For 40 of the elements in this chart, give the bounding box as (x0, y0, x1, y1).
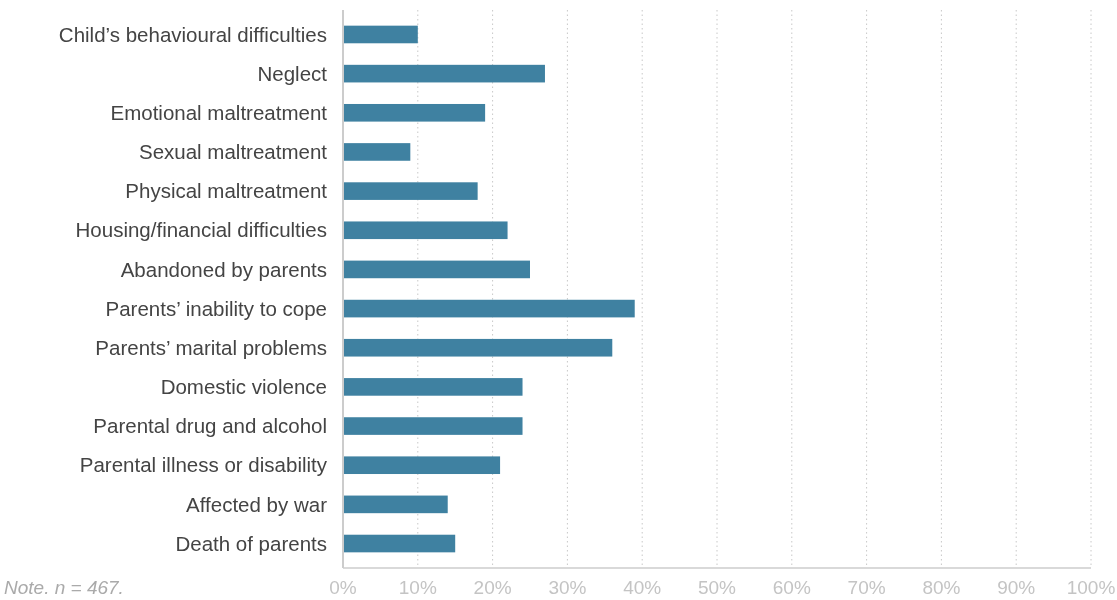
y-tick-label: Housing/financial difficulties (75, 218, 327, 242)
bar (343, 299, 635, 318)
y-tick-label: Affected by war (186, 492, 328, 516)
y-tick-label: Domestic violence (160, 375, 327, 399)
bar (343, 103, 486, 122)
y-tick-label: Death of parents (175, 531, 327, 555)
bar (343, 182, 478, 200)
bar (343, 534, 456, 553)
y-tick-label: Emotional maltreatment (110, 100, 328, 124)
bar (343, 417, 523, 435)
x-tick-label: 10% (398, 577, 437, 598)
bar (343, 338, 613, 357)
x-tick-label: 20% (473, 577, 512, 598)
x-tick-label: 100% (1066, 577, 1116, 598)
x-tick-label: 30% (548, 577, 587, 598)
x-tick-label: 70% (847, 577, 886, 598)
text: Note. n = 467. (4, 577, 124, 598)
x-tick-label: 60% (772, 577, 811, 598)
bar (343, 25, 418, 44)
y-tick-label: Parents’ inability to cope (105, 296, 327, 320)
y-tick-label: Abandoned by parents (120, 257, 327, 281)
bar (343, 456, 501, 475)
x-tick-label: 80% (922, 577, 961, 598)
bar (343, 221, 508, 240)
y-tick-label: Sexual maltreatment (138, 140, 328, 164)
y-tick-label: Child’s behavioural difficulties (58, 22, 327, 46)
y-tick-label: Parental drug and alcohol (93, 414, 327, 438)
bar (343, 143, 411, 161)
bar (343, 495, 448, 514)
bar (343, 378, 523, 396)
y-tick-label: Neglect (257, 61, 328, 85)
y-tick-label: Parents’ marital problems (95, 335, 327, 359)
bar (343, 260, 530, 279)
y-tick-label: Parental illness or disability (79, 453, 328, 477)
bar (343, 64, 545, 83)
y-tick-label: Physical maltreatment (125, 179, 328, 203)
x-tick-label: 40% (623, 577, 662, 598)
x-tick-label: 0% (329, 577, 357, 598)
x-tick-label: 90% (997, 577, 1036, 598)
x-tick-label: 50% (697, 577, 737, 598)
